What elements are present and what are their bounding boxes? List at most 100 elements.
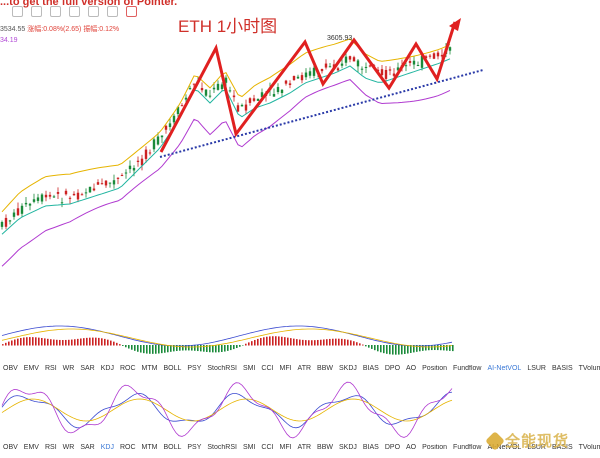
indicator-tab-obv[interactable]: OBV [3, 365, 18, 372]
candle [388, 66, 392, 76]
indicator-tab-atr[interactable]: ATR [297, 444, 312, 451]
macd-bar [392, 345, 394, 355]
indicator-tab-atr[interactable]: ATR [297, 365, 312, 372]
macd-bar [416, 345, 418, 352]
toolbar-icons [12, 6, 137, 17]
indicator-tab-boll[interactable]: BOLL [163, 365, 182, 372]
macd-bar [179, 345, 181, 351]
macd-bar [329, 338, 331, 346]
indicator-tab-cci[interactable]: CCI [261, 444, 274, 451]
macd-panel[interactable] [1, 325, 454, 355]
indicator-tab-ao[interactable]: AO [406, 365, 417, 372]
indicator-tab-dpo[interactable]: DPO [384, 365, 401, 372]
macd-bar [188, 345, 190, 351]
layout-icon[interactable] [88, 6, 99, 17]
kdj-panel[interactable] [1, 381, 453, 439]
indicator-tab-basis[interactable]: BASIS [552, 444, 573, 451]
candle [104, 180, 108, 188]
close-icon[interactable] [126, 6, 137, 17]
indicator-tab-smi[interactable]: SMI [242, 444, 256, 451]
macd-bar [410, 345, 412, 353]
indicator-tab-wr[interactable]: WR [62, 365, 75, 372]
macd-bar [224, 345, 226, 352]
candle [152, 137, 156, 153]
macd-bar [242, 345, 244, 346]
indicator-tab-skdj[interactable]: SKDJ [338, 444, 357, 451]
candle [348, 55, 352, 63]
refresh-icon[interactable] [69, 6, 80, 17]
indicator-tab-smi[interactable]: SMI [242, 365, 256, 372]
macd-bar [245, 343, 247, 346]
macd-bar [95, 337, 97, 346]
indicator-tab-fundflow[interactable]: Fundflow [453, 365, 482, 372]
indicator-tab-fundflow[interactable]: Fundflow [453, 444, 482, 451]
indicator-tab-tvolume[interactable]: TVolume [578, 365, 600, 372]
indicator-tab-stochrsi[interactable]: StochRSI [207, 444, 237, 451]
candle [84, 188, 88, 198]
candle [436, 50, 440, 60]
indicator-tab-roc[interactable]: ROC [119, 444, 136, 451]
candle [72, 191, 76, 196]
expand-icon[interactable] [107, 6, 118, 17]
indicator-tab-kdj[interactable]: KDJ [100, 444, 114, 451]
indicator-tab-ai-netvol[interactable]: AI-NetVOL [487, 444, 522, 451]
macd-bar [275, 336, 277, 346]
indicator-tab-ao[interactable]: AO [406, 444, 417, 451]
indicator-tab-wr[interactable]: WR [62, 444, 75, 451]
indicator-tab-rsi[interactable]: RSI [44, 365, 57, 372]
boll-upper-line [1, 38, 451, 213]
macd-bar [389, 345, 391, 355]
indicator-tab-lsur[interactable]: LSUR [527, 365, 546, 372]
indicator-tab-position[interactable]: Position [422, 444, 448, 451]
indicator-tab-sar[interactable]: SAR [80, 365, 95, 372]
indicator-tab-obv[interactable]: OBV [3, 444, 18, 451]
indicator-tab-roc[interactable]: ROC [119, 365, 136, 372]
indicator-tab-dpo[interactable]: DPO [384, 444, 401, 451]
indicator-tab-lsur[interactable]: LSUR [527, 444, 546, 451]
fullscreen-icon[interactable] [12, 6, 23, 17]
indicator-tab-cci[interactable]: CCI [261, 365, 274, 372]
boll-lower-line [1, 79, 451, 267]
indicator-tab-mfi[interactable]: MFI [279, 365, 292, 372]
macd-bar [290, 338, 292, 346]
indicator-tab-sar[interactable]: SAR [80, 444, 95, 451]
candle [16, 202, 20, 216]
indicator-tab-ai-netvol[interactable]: AI-NetVOL [487, 365, 522, 372]
indicator-tab-skdj[interactable]: SKDJ [338, 365, 357, 372]
indicator-tab-bbw[interactable]: BBW [317, 365, 333, 372]
indicator-tab-psy[interactable]: PSY [187, 444, 202, 451]
secondary-value: 34.19 [0, 37, 18, 44]
macd-bar [281, 336, 283, 346]
indicator-tab-psy[interactable]: PSY [187, 365, 202, 372]
candle [328, 63, 332, 68]
indicator-tab-mtm[interactable]: MTM [141, 444, 158, 451]
indicator-tab-mfi[interactable]: MFI [279, 444, 292, 451]
indicator-tab-basis[interactable]: BASIS [552, 365, 573, 372]
indicator-tab-kdj[interactable]: KDJ [100, 365, 114, 372]
indicator-tab-emv[interactable]: EMV [23, 444, 39, 451]
banner-text[interactable]: ...to get the full version of Pointer. [0, 0, 178, 8]
indicator-tab-bias[interactable]: BIAS [362, 444, 379, 451]
indicator-tab-rsi[interactable]: RSI [44, 444, 57, 451]
indicator-tab-tvolume[interactable]: TVolume [578, 444, 600, 451]
macd-bar [449, 345, 451, 351]
macd-bar [338, 338, 340, 346]
macd-bar [26, 337, 28, 346]
indicator-tab-stochrsi[interactable]: StochRSI [207, 365, 237, 372]
indicator-tab-bbw[interactable]: BBW [317, 444, 333, 451]
indicator-tab-bias[interactable]: BIAS [362, 365, 379, 372]
indicator-tab-position[interactable]: Position [422, 365, 448, 372]
candle [80, 192, 84, 196]
macd-bar [326, 339, 328, 346]
camera-icon[interactable] [50, 6, 61, 17]
zigzag-annotation [159, 21, 457, 153]
indicator-tab-boll[interactable]: BOLL [163, 444, 182, 451]
settings-icon[interactable] [31, 6, 42, 17]
indicator-tab-emv[interactable]: EMV [23, 365, 39, 372]
macd-bar [113, 341, 115, 346]
candle [128, 160, 132, 174]
indicator-tab-mtm[interactable]: MTM [141, 365, 158, 372]
candle [352, 55, 356, 62]
macd-bar [317, 339, 319, 346]
